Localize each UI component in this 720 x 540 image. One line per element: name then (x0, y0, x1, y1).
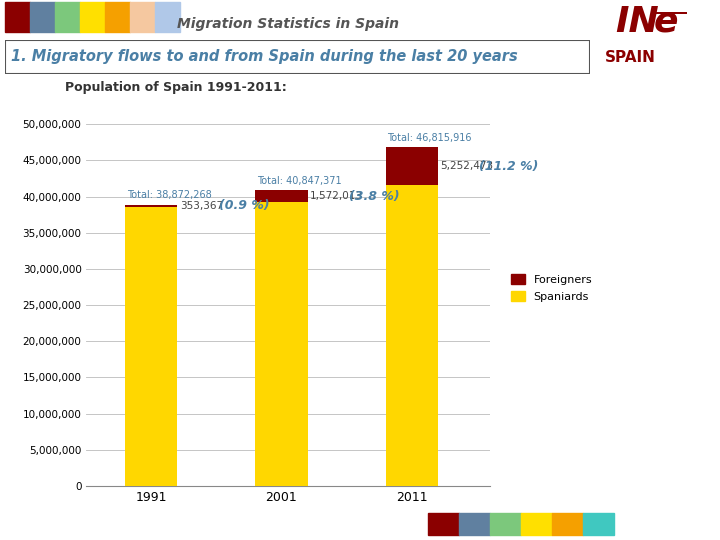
Text: SPAIN: SPAIN (605, 50, 656, 64)
Bar (125, 205, 177, 207)
Text: 353,367: 353,367 (180, 201, 223, 211)
Text: 3: 3 (624, 516, 635, 531)
Text: (0.9 %): (0.9 %) (219, 199, 270, 213)
Text: 5,252,473: 5,252,473 (440, 161, 493, 171)
Text: 1,572,013: 1,572,013 (310, 191, 363, 201)
Text: IN: IN (616, 5, 660, 38)
Text: Total: 38,872,268: Total: 38,872,268 (127, 191, 212, 200)
Text: (3.8 %): (3.8 %) (349, 190, 400, 202)
Bar (385, 147, 438, 185)
Bar (125, 207, 177, 486)
Text: e: e (654, 5, 678, 38)
Text: Total: 46,815,916: Total: 46,815,916 (387, 133, 472, 143)
Legend: Foreigners, Spaniards: Foreigners, Spaniards (511, 274, 592, 301)
Text: Migration Statistics in Spain: Migration Statistics in Spain (177, 17, 399, 31)
Text: Total: 40,847,371: Total: 40,847,371 (257, 176, 341, 186)
Bar (256, 191, 307, 202)
Bar (385, 185, 438, 486)
Bar (256, 202, 307, 486)
Text: (11.2 %): (11.2 %) (480, 160, 539, 173)
Text: 1. Migratory flows to and from Spain during the last 20 years: 1. Migratory flows to and from Spain dur… (11, 50, 518, 64)
Text: Population of Spain 1991-2011:: Population of Spain 1991-2011: (65, 82, 287, 94)
